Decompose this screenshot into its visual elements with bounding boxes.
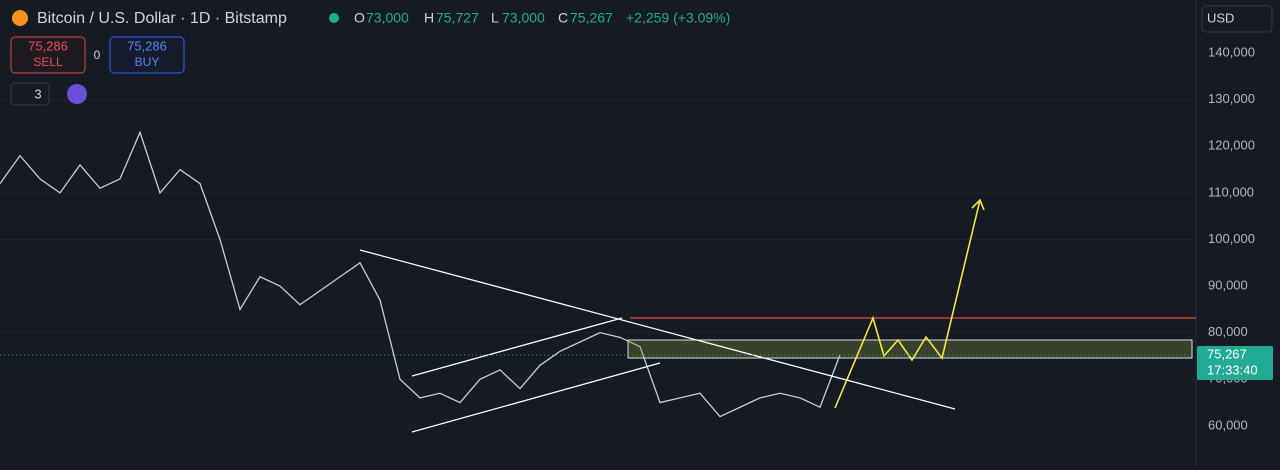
ohlc-value: 75,267 [570, 10, 613, 26]
layers-count: 3 [34, 86, 41, 101]
sell-button[interactable] [10, 36, 86, 74]
ohlc-label: C [558, 10, 568, 26]
y-tick-label: 90,000 [1208, 278, 1248, 293]
projection [834, 199, 981, 409]
y-tick-label: 140,000 [1208, 45, 1255, 60]
coin-icon [12, 10, 28, 26]
currency: USD [1207, 10, 1234, 25]
y-tick-label: 120,000 [1208, 138, 1255, 153]
sell-label: SELL [33, 55, 63, 69]
ohlc-label: L [491, 10, 499, 26]
y-tick-label: 100,000 [1208, 231, 1255, 246]
channel-low [411, 362, 661, 433]
price-tag-countdown: 17:33:40 [1207, 362, 1258, 377]
price-tag-price: 75,267 [1207, 346, 1247, 361]
buy-price: 75,286 [127, 38, 167, 53]
sell-price: 75,286 [28, 38, 68, 53]
symbol-title: Bitcoin / U.S. Dollar · 1D · Bitstamp [37, 10, 287, 27]
spread: 0 [94, 48, 101, 62]
y-tick-label: 110,000 [1208, 184, 1254, 199]
buy-label: BUY [135, 55, 160, 69]
ohlc-label: H [424, 10, 434, 26]
ohlc-label: O [354, 10, 365, 26]
currency-select[interactable] [1201, 5, 1273, 33]
y-tick-label: 80,000 [1208, 324, 1248, 339]
buy-button[interactable] [109, 36, 185, 74]
status-dot [329, 13, 339, 23]
layers-button[interactable] [10, 82, 50, 106]
change: +2,259 (+3.09%) [626, 10, 730, 26]
y-tick-label: 130,000 [1208, 91, 1255, 106]
channel-high [411, 317, 623, 377]
price-tag [1197, 346, 1273, 380]
projection-arrow [971, 198, 985, 211]
y-tick-label: 60,000 [1208, 417, 1248, 432]
sync-icon[interactable] [67, 84, 87, 104]
ohlc-value: 73,000 [502, 10, 545, 26]
ohlc-value: 73,000 [366, 10, 409, 26]
plot: 60,00070,00080,00090,000100,000110,00012… [0, 45, 1255, 432]
price-line [0, 130, 841, 418]
trend-line [359, 249, 956, 410]
ohlc-value: 75,727 [436, 10, 479, 26]
